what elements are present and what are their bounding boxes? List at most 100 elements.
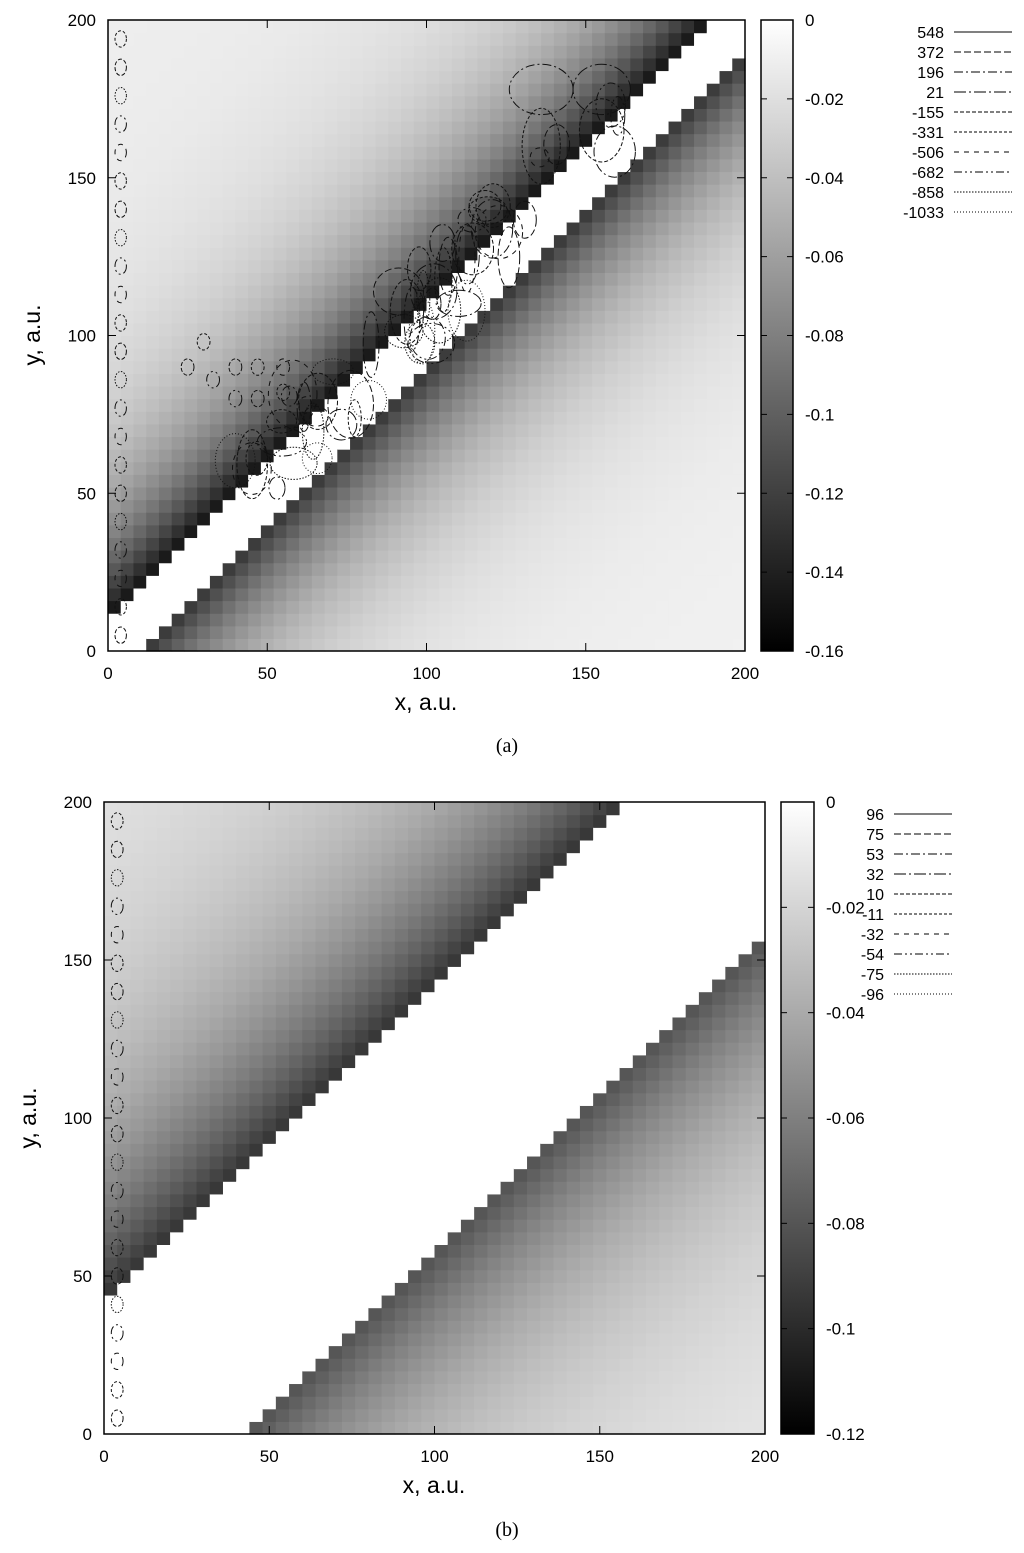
heatmap-cell	[659, 1181, 674, 1195]
heatmap-cell	[685, 966, 700, 980]
heatmap-cell	[158, 95, 173, 109]
heatmap-cell	[108, 499, 122, 513]
heatmap-cell	[302, 1282, 317, 1296]
heatmap-cell	[566, 613, 580, 627]
heatmap-cell	[143, 903, 158, 917]
heatmap-cell	[120, 474, 135, 488]
heatmap-cell	[196, 1370, 211, 1385]
heatmap-cell	[487, 827, 502, 841]
heatmap-cell	[426, 550, 440, 564]
heatmap-cell	[553, 953, 568, 967]
heatmap-cell	[655, 272, 670, 286]
heatmap-cell	[401, 512, 415, 526]
heatmap-cell	[579, 70, 593, 84]
heatmap-cell	[236, 1016, 251, 1031]
heatmap-cell	[184, 20, 198, 34]
heatmap-cell	[566, 587, 580, 602]
heatmap-cell	[388, 45, 402, 59]
heatmap-cell	[434, 1181, 449, 1195]
heatmap-cell	[394, 1421, 409, 1435]
heatmap-cell	[528, 613, 542, 627]
heatmap-cell	[248, 108, 262, 122]
heatmap-cell	[311, 310, 326, 324]
heatmap-cell	[630, 461, 644, 475]
heatmap-cell	[592, 398, 606, 412]
heatmap-cell	[355, 1383, 369, 1397]
heatmap-cell	[487, 1370, 502, 1385]
heatmap-cell	[719, 335, 733, 349]
heatmap-cell	[273, 348, 287, 362]
heatmap-cell	[117, 1332, 132, 1347]
contour-line	[610, 96, 626, 136]
heatmap-cell	[487, 1332, 502, 1347]
heatmap-cell	[502, 461, 517, 475]
heatmap-cell	[694, 310, 708, 324]
heatmap-cell	[117, 1269, 132, 1283]
heatmap-cell	[381, 991, 396, 1005]
heatmap-cell	[311, 146, 326, 160]
heatmap-cell	[170, 1155, 184, 1170]
heatmap-cell	[381, 928, 396, 942]
heatmap-cell	[606, 1396, 621, 1410]
heatmap-cell	[513, 1206, 528, 1220]
heatmap-cell	[659, 941, 674, 955]
heatmap-cell	[260, 310, 275, 324]
heatmap-cell	[108, 285, 122, 299]
heatmap-cell	[375, 20, 389, 34]
heatmap-cell	[156, 1016, 171, 1031]
heatmap-cell	[513, 1080, 528, 1094]
heatmap-cell	[120, 108, 135, 122]
heatmap-cell	[606, 1345, 621, 1359]
heatmap-cell	[133, 83, 147, 97]
heatmap-cell	[120, 322, 135, 337]
heatmap-cell	[566, 1282, 581, 1296]
heatmap-cell	[248, 57, 262, 72]
heatmap-cell	[553, 57, 568, 72]
heatmap-cell	[184, 120, 198, 135]
heatmap-cell	[426, 259, 440, 273]
heatmap-cell	[262, 1370, 277, 1385]
heatmap-cell	[341, 966, 356, 980]
heatmap-cell	[381, 978, 396, 993]
heatmap-cell	[643, 499, 657, 513]
heatmap-cell	[401, 196, 415, 210]
heatmap-cell	[117, 1080, 132, 1094]
heatmap-cell	[133, 373, 147, 387]
heatmap-cell	[681, 385, 695, 400]
heatmap-cell	[222, 877, 237, 892]
heatmap-cell	[171, 385, 186, 400]
heatmap-cell	[133, 20, 147, 34]
heatmap-cell	[315, 1269, 330, 1283]
heatmap-cell	[289, 877, 303, 892]
heatmap-cell	[286, 360, 300, 374]
heatmap-cell	[299, 322, 313, 337]
heatmap-cell	[324, 120, 338, 135]
heatmap-cell	[171, 45, 186, 59]
heatmap-cell	[171, 524, 186, 539]
heatmap-cell	[341, 1155, 356, 1170]
heatmap-cell	[408, 1332, 422, 1347]
heatmap-cell	[289, 1118, 303, 1132]
heatmap-cell	[143, 1004, 158, 1018]
heatmap-cell	[566, 1320, 581, 1334]
heatmap-cell	[341, 1042, 356, 1056]
heatmap-cell	[286, 575, 300, 589]
heatmap-cell	[184, 95, 198, 109]
heatmap-cell	[381, 903, 396, 917]
heatmap-cell	[355, 966, 369, 980]
heatmap-cell	[381, 1080, 396, 1094]
heatmap-cell	[617, 373, 631, 387]
heatmap-cell	[477, 20, 491, 34]
heatmap-cell	[130, 941, 145, 955]
heatmap-cell	[170, 852, 184, 866]
heatmap-cell	[502, 524, 517, 539]
heatmap-cell	[464, 373, 479, 387]
heatmap-cell	[275, 1421, 290, 1435]
heatmap-cell	[527, 839, 541, 854]
heatmap-cell	[413, 196, 428, 210]
heatmap-cell	[460, 1168, 475, 1182]
heatmap-cell	[553, 385, 568, 400]
heatmap-cell	[460, 1004, 475, 1018]
heatmap-cell	[434, 1383, 449, 1397]
heatmap-cell	[311, 550, 326, 564]
